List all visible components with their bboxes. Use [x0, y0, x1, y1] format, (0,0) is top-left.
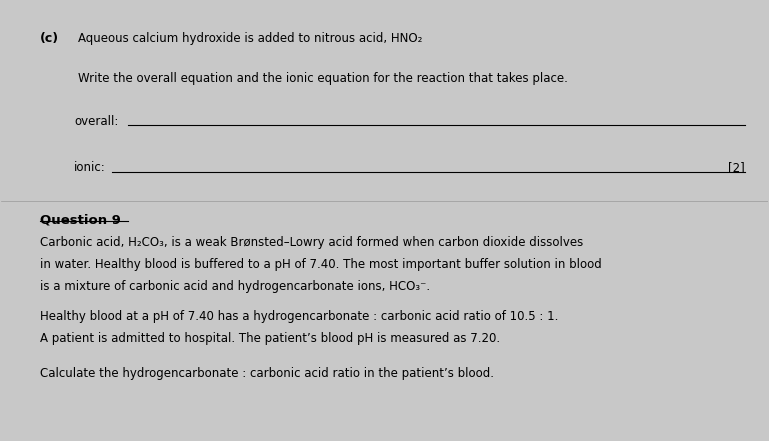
Text: (c): (c)	[40, 32, 58, 45]
Text: overall:: overall:	[74, 116, 118, 128]
Text: in water. Healthy blood is buffered to a pH of 7.40. The most important buffer s: in water. Healthy blood is buffered to a…	[40, 258, 601, 271]
Text: Question 9: Question 9	[40, 214, 121, 227]
Text: Write the overall equation and the ionic equation for the reaction that takes pl: Write the overall equation and the ionic…	[78, 71, 568, 85]
Text: ionic:: ionic:	[74, 161, 106, 174]
Text: Calculate the hydrogencarbonate : carbonic acid ratio in the patient’s blood.: Calculate the hydrogencarbonate : carbon…	[40, 367, 494, 380]
Text: Healthy blood at a pH of 7.40 has a hydrogencarbonate : carbonic acid ratio of 1: Healthy blood at a pH of 7.40 has a hydr…	[40, 310, 558, 323]
Text: Carbonic acid, H₂CO₃, is a weak Brønsted–Lowry acid formed when carbon dioxide d: Carbonic acid, H₂CO₃, is a weak Brønsted…	[40, 236, 583, 249]
Text: A patient is admitted to hospital. The patient’s blood pH is measured as 7.20.: A patient is admitted to hospital. The p…	[40, 332, 500, 345]
Text: [2]: [2]	[728, 161, 744, 174]
Text: Aqueous calcium hydroxide is added to nitrous acid, HNO₂: Aqueous calcium hydroxide is added to ni…	[78, 32, 422, 45]
Text: is a mixture of carbonic acid and hydrogencarbonate ions, HCO₃⁻.: is a mixture of carbonic acid and hydrog…	[40, 280, 430, 293]
